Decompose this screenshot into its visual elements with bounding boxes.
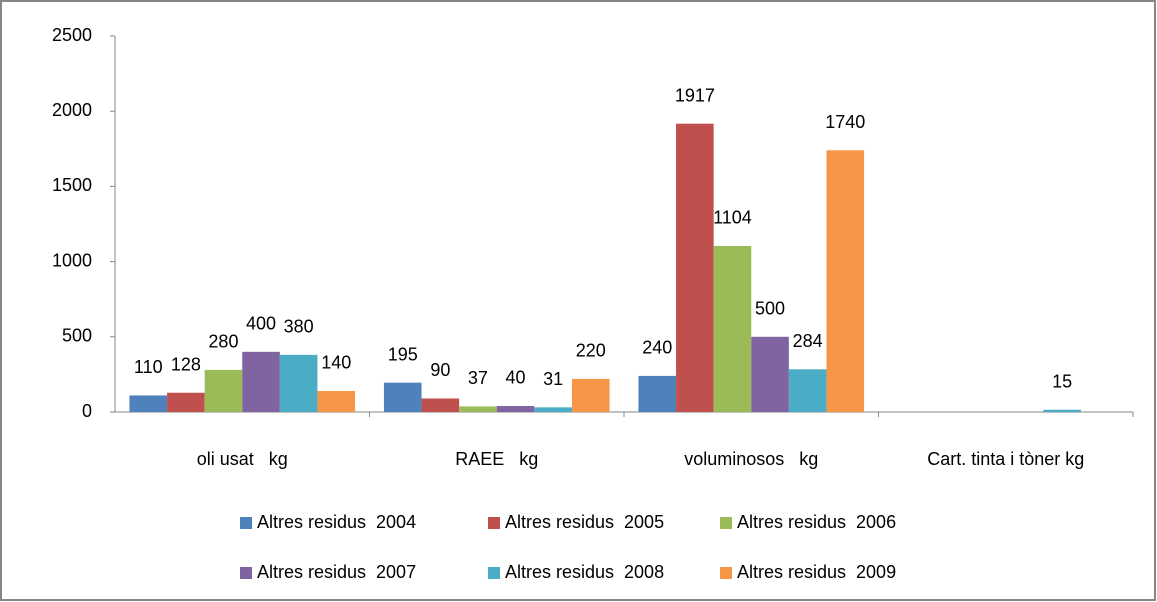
- bar: [571, 378, 610, 412]
- legend-swatch: [488, 567, 500, 579]
- bar: [167, 392, 205, 412]
- legend-swatch: [240, 517, 252, 529]
- data-label: 195: [388, 344, 418, 364]
- data-label: 140: [321, 353, 351, 373]
- bar: [242, 351, 280, 412]
- y-tick-label: 2500: [52, 25, 92, 45]
- data-label: 280: [208, 332, 238, 352]
- data-label: 128: [171, 354, 201, 374]
- bar: [459, 406, 497, 412]
- data-label: 1740: [825, 112, 865, 132]
- x-tick-label: Cart. tinta i tòner kg: [927, 449, 1084, 469]
- bar: [1043, 409, 1081, 412]
- y-tick-label: 1000: [52, 250, 92, 270]
- data-label: 90: [430, 360, 450, 380]
- y-tick-label: 1500: [52, 175, 92, 195]
- y-tick-label: 500: [62, 326, 92, 346]
- data-label: 500: [755, 299, 785, 319]
- bar: [204, 369, 243, 412]
- legend-swatch: [240, 567, 252, 579]
- bar: [676, 123, 714, 412]
- data-label: 400: [246, 314, 276, 334]
- data-label: 37: [468, 368, 488, 388]
- bar: [751, 336, 789, 412]
- legend-swatch: [720, 567, 732, 579]
- legend-swatch: [720, 517, 732, 529]
- bar: [496, 405, 535, 412]
- bar: [383, 382, 422, 412]
- bar: [826, 150, 865, 412]
- data-label: 1917: [675, 85, 715, 105]
- legend-swatch: [488, 517, 500, 529]
- data-label: 1104: [713, 208, 752, 228]
- legend-label: Altres residus 2007: [257, 562, 416, 582]
- legend-label: Altres residus 2006: [737, 512, 896, 532]
- bar: [534, 407, 572, 412]
- x-tick-label: oli usat kg: [197, 449, 288, 469]
- bar: [713, 245, 752, 412]
- bar: [317, 390, 356, 412]
- data-label: 220: [576, 341, 606, 361]
- legend-label: Altres residus 2005: [505, 512, 664, 532]
- y-tick-label: 0: [82, 401, 92, 421]
- data-label: 284: [793, 331, 823, 351]
- data-label: 110: [134, 357, 163, 377]
- y-tick-label: 2000: [52, 100, 92, 120]
- data-label: 31: [543, 369, 563, 389]
- data-label: 15: [1052, 371, 1072, 391]
- legend-label: Altres residus 2008: [505, 562, 664, 582]
- bar: [421, 398, 460, 412]
- data-label: 240: [642, 338, 672, 358]
- bar: [788, 369, 827, 412]
- bar: [129, 395, 168, 412]
- bar: [279, 354, 318, 412]
- data-label: 380: [284, 317, 314, 337]
- x-tick-label: voluminosos kg: [684, 449, 818, 469]
- legend-label: Altres residus 2004: [257, 512, 416, 532]
- x-tick-label: RAEE kg: [455, 449, 538, 469]
- bar: [638, 375, 677, 412]
- data-label: 40: [506, 368, 526, 388]
- legend-label: Altres residus 2009: [737, 562, 896, 582]
